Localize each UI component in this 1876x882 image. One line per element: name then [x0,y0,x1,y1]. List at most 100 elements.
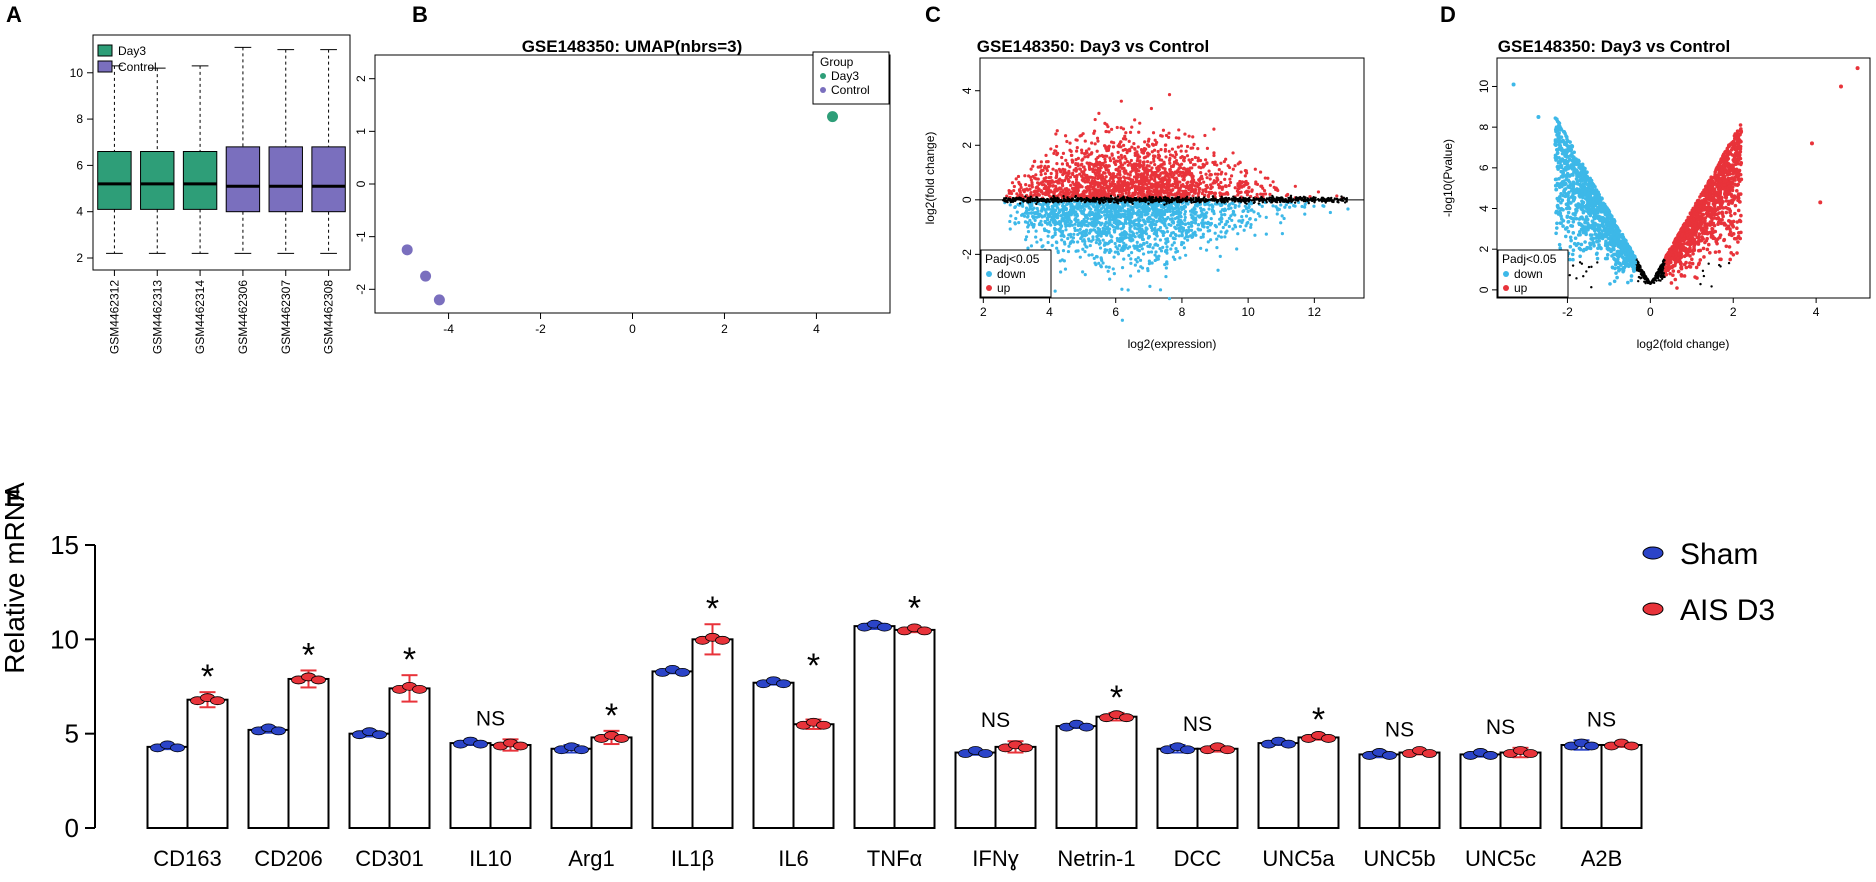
panel-c-point [1135,175,1139,179]
panel-c-point-ns [1024,195,1027,198]
panel-c-point [1076,181,1080,185]
panel-c-point [1057,181,1061,185]
panel-c-point [1140,229,1144,233]
panel-c-point [1288,205,1292,209]
panel-c-point [1120,163,1125,167]
panel-c-point [1115,219,1120,223]
panel-c-point [1162,209,1167,213]
panel-c-ytick-label: 0 [960,196,974,203]
panel-c-point [1128,177,1132,181]
panel-c-point [1123,161,1127,165]
panel-c-point [1093,179,1097,183]
panel-c-point [1069,220,1073,224]
panel-c-point [1133,153,1137,157]
panel-c-point [1119,185,1123,189]
panel-c-point [1121,236,1126,240]
panel-c-point [1246,190,1250,194]
panel-c-point [1155,166,1159,170]
panel-a-legend-label: Control [118,60,157,74]
panel-c-point [1186,167,1190,171]
panel-c-point [1249,208,1253,212]
panel-c-point [1244,206,1249,211]
panel-c-point [1205,221,1209,226]
panel-c-point [1118,176,1123,180]
panel-c-point [1097,170,1101,175]
panel-c-point [1168,153,1173,157]
panel-c-point [1143,220,1147,224]
panel-c-point [1060,217,1064,221]
panel-c-point [1171,171,1175,175]
panel-c-point [1275,212,1279,216]
panel-c-point [1224,184,1228,189]
panel-c-point [1128,226,1132,230]
panel-c-ytick-label: -2 [960,249,974,260]
panel-c-point [1177,226,1181,230]
panel-c-point [1153,253,1157,257]
panel-c-point [1126,288,1130,292]
panel-c-point [1124,137,1128,141]
panel-c-point [1163,185,1167,190]
panel-c-point [1154,190,1158,194]
panel-b-xtick-label: 2 [721,322,728,336]
panel-c-point [1079,133,1084,137]
panel-c-point [1125,183,1129,188]
panel-c-point [1043,213,1047,217]
panel-c-point [1190,235,1194,239]
panel-c-point [1205,183,1209,188]
panel-c-point [1076,240,1080,244]
panel-c-point [1264,232,1268,236]
panel-c-point [1141,183,1145,187]
panel-c-point [1258,214,1262,218]
panel-c-point [1283,205,1287,209]
panel-c-point [1099,234,1103,238]
panel-c-point [1074,190,1078,194]
panel-c-point [1208,223,1212,227]
panel-c-point [1010,181,1015,185]
panel-c-point [1170,192,1174,197]
panel-c-point [1153,148,1157,152]
panel-c-point [1131,168,1135,172]
panel-c-point [1108,217,1112,221]
panel-c-point [1009,214,1013,218]
panel-c-point [1080,209,1085,214]
panel-c-point [1197,178,1201,182]
panel-c-point [1052,204,1056,208]
panel-d-ylabel: -log10(Pvalue) [1441,139,1455,217]
panel-d-title: GSE148350: Day3 vs Control [1498,37,1730,56]
panel-c-point [1169,173,1173,177]
panel-c-point [1083,272,1087,277]
panel-c-point [1070,159,1075,163]
panel-c-point [1055,241,1059,245]
panel-c-point [1181,229,1185,233]
panel-c-point [1055,129,1059,133]
panel-c-point [1192,142,1196,147]
panel-c-point [1161,178,1166,182]
panel-c-point [1316,190,1321,194]
panel-c-point [1168,234,1173,238]
panel-c-point [1066,249,1071,254]
panel-c-point [1141,252,1146,256]
panel-c-point [1203,133,1207,138]
panel-c-point [1053,208,1057,212]
panel-c-point [1136,256,1140,260]
panel-c-point [1183,222,1188,227]
panel-c-point [1167,297,1172,301]
panel-c-point [1087,237,1091,241]
panel-c-point [1170,184,1174,188]
panel-c-point [1116,144,1120,148]
panel-c-point [1106,148,1110,153]
panel-c-point [1177,136,1181,140]
panel-b-legend-label: Control [831,83,870,97]
panel-c-point [1218,254,1222,258]
panel-c-point [1231,210,1236,214]
panel-c-point [1065,186,1069,191]
panel-c-point [1093,228,1097,232]
panel-c-point [1072,232,1076,236]
panel-c-point-ns [1257,202,1260,205]
panel-c-point [1164,266,1168,270]
panel-c-point [1165,208,1169,212]
panel-c-point [1108,277,1112,281]
panel-a-xtick-label: GSM4462306 [236,280,250,354]
panel-c-point [1034,235,1038,239]
panel-c-point [1039,169,1043,174]
